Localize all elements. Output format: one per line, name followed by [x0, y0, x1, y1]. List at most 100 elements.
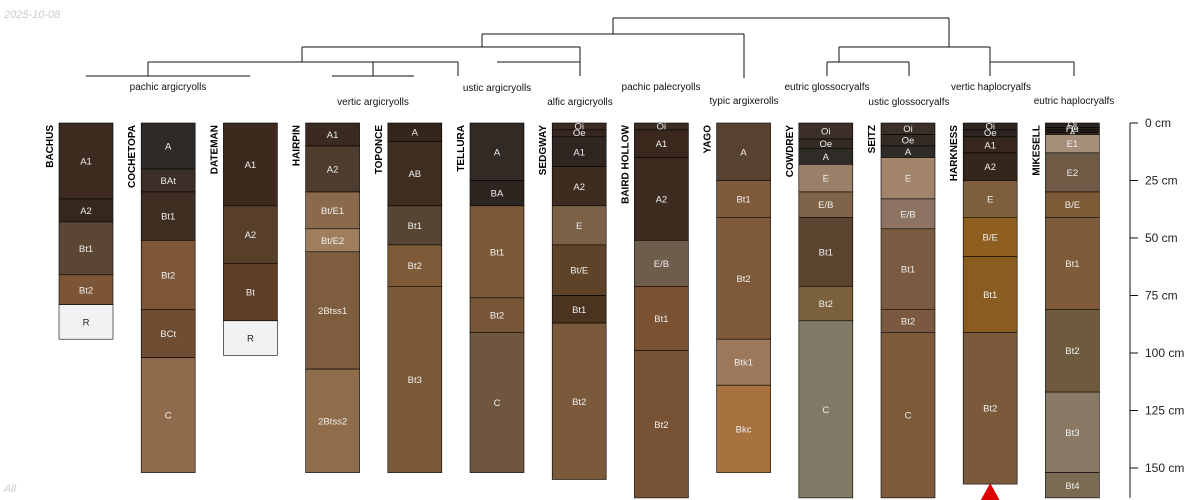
horizon-label: Bkc	[736, 424, 752, 435]
horizon-label: Bt1	[901, 265, 915, 276]
profile-toponce: A AB Bt1 Bt2 Bt3 TOPONCE	[374, 122, 443, 473]
horizon-label: 2Btss2	[318, 416, 347, 427]
dendrogram: pachic argicryolls vertic argicryolls us…	[86, 17, 1115, 108]
axis-tick-label: 75 cm	[1145, 289, 1178, 303]
profile-name-harkness: HARKNESS	[949, 125, 960, 181]
horizon-mikesell-bt2	[1045, 308, 1100, 393]
horizon-label: Oi	[657, 121, 667, 132]
profile-name-baird-hollow: BAIRD HOLLOW	[620, 124, 631, 203]
clade-label-pachic-argicryolls: pachic argicryolls	[130, 82, 207, 93]
horizon-dateman-a1	[223, 122, 278, 207]
horizon-label: E/B	[900, 209, 915, 220]
horizon-label: Oa	[1066, 126, 1079, 137]
horizon-label: C	[165, 411, 172, 422]
horizon-label: A	[905, 147, 912, 158]
horizon-label: E	[576, 221, 582, 232]
date-stamp: 2025-10-08	[3, 9, 61, 21]
horizon-hairpin-2btss1	[305, 251, 360, 370]
horizon-label: A	[412, 128, 419, 139]
horizon-label: E	[905, 174, 911, 185]
horizon-label: R	[83, 317, 90, 328]
horizon-label: C	[905, 411, 912, 422]
horizon-label: A	[823, 152, 830, 163]
horizon-seitz-e-b	[880, 198, 936, 230]
horizon-mikesell-bt4	[1045, 472, 1100, 499]
profile-name-sedgway: SEDGWAY	[538, 125, 549, 176]
horizon-cowdrey-bt2	[798, 285, 854, 322]
profile-name-toponce: TOPONCE	[374, 125, 385, 175]
horizon-label: Bt3	[408, 375, 422, 386]
horizon-sedgway-a2	[551, 166, 607, 207]
horizon-label: Oe	[1066, 124, 1079, 135]
horizon-harkness-b-e	[962, 217, 1018, 257]
horizon-label: A2	[984, 162, 996, 173]
clade-label-typic-argixerolls: typic argixerolls	[710, 96, 779, 107]
horizon-label: C	[494, 398, 501, 409]
clade-label-eutric-haplocryalfs: eutric haplocryalfs	[1034, 96, 1115, 107]
axis-tick-label: 0 cm	[1145, 116, 1171, 130]
horizon-label: Oi	[1068, 120, 1078, 131]
clade-label-vertic-haplocryalfs: vertic haplocryalfs	[951, 82, 1031, 93]
horizon-cowdrey-bt1	[798, 217, 854, 287]
horizon-label: A1	[80, 156, 92, 167]
horizon-label: 2Btss1	[318, 306, 347, 317]
horizon-toponce-bt2	[387, 244, 443, 287]
truncation-marker-icon	[980, 483, 1000, 500]
horizon-sedgway-a1	[551, 136, 607, 168]
horizon-label: E	[987, 194, 993, 205]
horizon-label: E2	[1067, 168, 1079, 179]
horizon-label: Bt2	[819, 299, 833, 310]
horizon-dateman-a2	[223, 205, 278, 264]
horizon-label: Bt1	[161, 212, 175, 223]
horizon-label: BA	[491, 189, 504, 200]
profile-name-seitz: SEITZ	[867, 125, 878, 153]
horizon-label: Bt1	[736, 194, 750, 205]
profile-bachus: A1 A2 Bt1 Bt2 R BACHUS	[45, 122, 114, 340]
horizon-label: Bt2	[736, 274, 750, 285]
horizon-label: Bt2	[572, 397, 586, 408]
horizon-toponce-bt3	[387, 285, 443, 473]
horizon-harkness-bt1	[962, 256, 1018, 333]
profile-name-cochetopa: COCHETOPA	[127, 125, 138, 188]
horizon-label: Bt1	[654, 314, 668, 325]
horizon-label: A1	[984, 140, 996, 151]
horizon-tellura-c	[469, 331, 525, 473]
horizon-dateman-r	[223, 320, 278, 356]
horizon-label: E/B	[818, 200, 833, 211]
horizon-yago-btk1	[716, 338, 771, 386]
horizon-label: A1	[656, 139, 668, 150]
horizon-label: BAt	[161, 176, 177, 187]
profile-name-hairpin: HAIRPIN	[292, 125, 303, 166]
profiles: A1 A2 Bt1 Bt2 R BACHUS A BAt Bt1 Bt2 BCt C COCHETOPA…	[45, 120, 1100, 500]
horizon-label: Bt2	[161, 270, 175, 281]
profile-tellura: A BA Bt1 Bt2 C TELLURA	[456, 122, 525, 473]
horizon-label: Oe	[902, 135, 915, 146]
horizon-yago-bkc	[716, 384, 771, 473]
horizon-label: A2	[656, 194, 668, 205]
horizon-baird-hollow-bt2	[634, 350, 689, 499]
horizon-cowdrey-e	[798, 164, 854, 193]
horizon-hairpin-2btss2	[305, 368, 360, 473]
horizon-tellura-ba	[469, 180, 525, 207]
horizon-mikesell-bt3	[1045, 391, 1100, 473]
profile-name-mikesell: MIKESELL	[1031, 125, 1042, 176]
horizon-label: Oi	[821, 127, 831, 138]
horizon-bachus-a1	[58, 122, 114, 200]
profile-baird-hollow: Oi A1 A2 E/B Bt1 Bt2 BAIRD HOLLOW	[620, 121, 689, 499]
horizon-label: BCt	[160, 329, 176, 340]
clade-label-pachic-palecryolls: pachic palecryolls	[622, 82, 701, 93]
horizon-label: Bt2	[408, 261, 422, 272]
horizon-label: Bt/E	[570, 266, 588, 277]
horizon-cochetopa-bct	[140, 308, 196, 358]
horizon-label: Oi	[574, 121, 584, 132]
clade-label-vertic-argicryolls: vertic argicryolls	[337, 97, 409, 108]
clade-label-alfic-argicryolls: alfic argicryolls	[547, 97, 613, 108]
horizon-label: Bt1	[408, 221, 422, 232]
horizon-label: Oe	[573, 128, 586, 139]
horizon-label: Bt	[246, 288, 255, 299]
clade-label-ustic-glossocryalfs: ustic glossocryalfs	[868, 97, 949, 108]
horizon-mikesell-b-e	[1045, 191, 1100, 218]
horizon-sedgway-e	[551, 205, 607, 246]
